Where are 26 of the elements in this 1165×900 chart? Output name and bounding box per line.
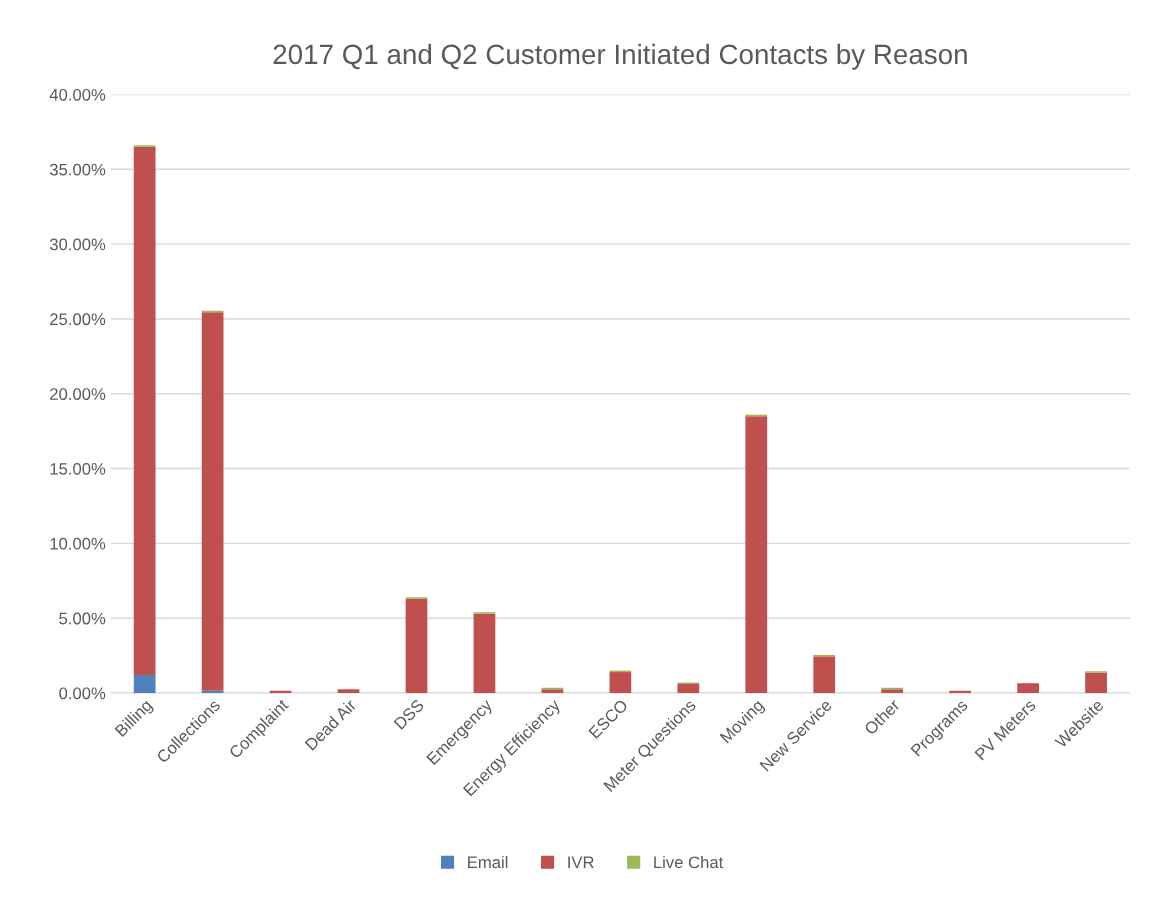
y-tick-label: 20.00% xyxy=(50,388,106,400)
y-tick-label: 15.00% xyxy=(50,462,106,475)
y-tick-label: 5.00% xyxy=(59,612,106,625)
y-tick-label: 10.00% xyxy=(50,537,106,550)
y-tick-label: 40.00% xyxy=(49,88,106,101)
bar xyxy=(813,656,836,693)
bar xyxy=(677,684,700,693)
legend-label: Email xyxy=(468,855,508,869)
y-tick-label: 25.00% xyxy=(50,313,106,326)
bar xyxy=(949,690,972,693)
bar xyxy=(201,312,224,691)
chart-title: 2017 Q1 and Q2 Customer Initiated Contacts by Reason xyxy=(273,43,967,70)
bar xyxy=(745,416,768,693)
bar xyxy=(405,598,428,693)
y-tick-label: 35.00% xyxy=(49,163,106,176)
bar xyxy=(609,672,632,693)
bar xyxy=(473,613,496,693)
y-tick-label: 0.00% xyxy=(59,687,106,700)
y-tick-label: 30.00% xyxy=(49,238,106,251)
bar xyxy=(133,675,156,693)
bar xyxy=(337,689,360,693)
bar xyxy=(133,146,156,676)
legend-label: Live Chat xyxy=(654,855,724,869)
bar xyxy=(1017,683,1039,693)
bar xyxy=(1085,672,1107,693)
legend-label: IVR xyxy=(568,856,594,869)
